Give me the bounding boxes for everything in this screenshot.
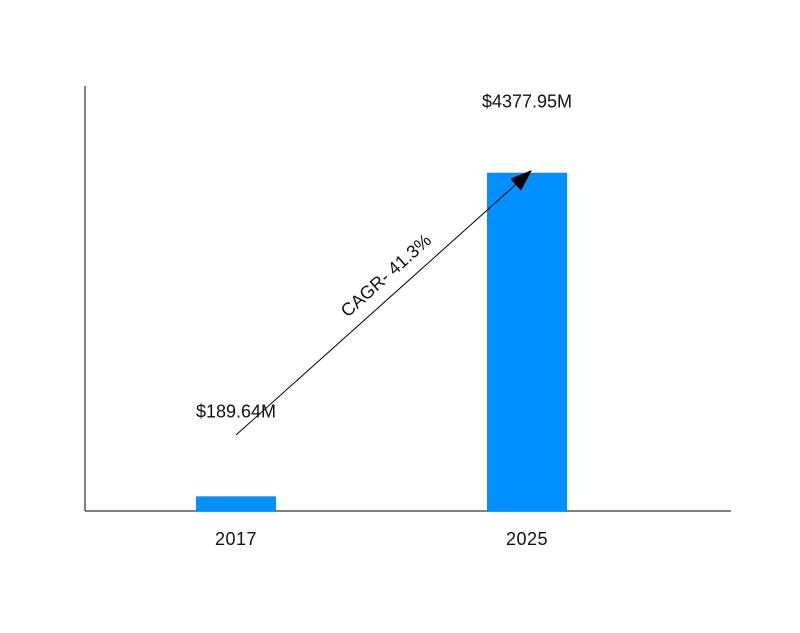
data-label-2025: $4377.95M [482, 92, 572, 112]
bars [196, 172, 567, 511]
cagr-arrow-line [235, 184, 516, 436]
bar-2017 [196, 496, 276, 511]
cagr-arrow-head [510, 170, 532, 191]
cagr-label: CAGR- 41.3% [337, 230, 435, 321]
bar-2025 [487, 172, 567, 511]
x-tick-label-2025: 2025 [506, 529, 548, 549]
data-labels: $189.64M $4377.95M [196, 92, 572, 422]
tick-labels: 2017 2025 [215, 529, 548, 549]
axes [84, 86, 731, 512]
x-tick-label-2017: 2017 [215, 529, 257, 549]
data-label-2017: $189.64M [196, 401, 276, 421]
